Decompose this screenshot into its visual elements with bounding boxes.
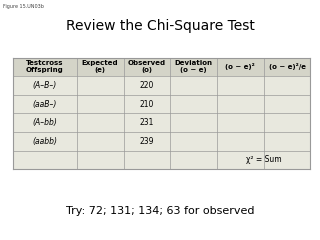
Bar [77,76,124,95]
Text: (o − e)²/e: (o − e)²/e [268,63,306,70]
Bar [170,113,217,132]
Text: Observed
(o): Observed (o) [128,60,166,73]
Bar [77,132,124,151]
Bar [170,76,217,95]
Bar [217,95,264,113]
Text: Testcross
Offspring: Testcross Offspring [26,60,64,73]
Bar [77,95,124,113]
Bar [13,132,77,151]
Bar [264,132,310,151]
Bar [217,58,264,76]
Text: Deviation
(o − e): Deviation (o − e) [175,60,212,73]
Text: Try: 72; 131; 134; 63 for observed: Try: 72; 131; 134; 63 for observed [66,206,254,216]
Bar [13,76,77,95]
Bar [124,76,170,95]
Bar [77,151,124,169]
Bar [124,151,170,169]
Bar [217,132,264,151]
Bar [264,95,310,113]
Text: χ² = Sum: χ² = Sum [246,156,282,164]
Bar [264,76,310,95]
Bar [13,113,77,132]
Bar [264,58,310,76]
Bar [13,151,77,169]
Bar [217,113,264,132]
Text: (A–B–): (A–B–) [33,81,57,90]
Text: Expected
(e): Expected (e) [82,60,118,73]
Bar [77,113,124,132]
Text: (aabb): (aabb) [32,137,57,146]
Bar [124,95,170,113]
Bar [170,132,217,151]
Bar [217,151,310,169]
Bar [77,58,124,76]
Bar [124,132,170,151]
Text: Figure 15.UN03b: Figure 15.UN03b [3,4,44,9]
Bar [170,58,217,76]
Text: Review the Chi-Square Test: Review the Chi-Square Test [66,19,254,33]
Text: (o − e)²: (o − e)² [226,63,255,70]
Text: 220: 220 [140,81,154,90]
Text: (A–bb): (A–bb) [32,118,57,127]
Bar [124,58,170,76]
Text: 231: 231 [140,118,154,127]
Text: 239: 239 [140,137,154,146]
Bar [264,113,310,132]
Bar [170,95,217,113]
Bar [170,151,217,169]
Text: (aaB–): (aaB–) [33,100,57,108]
Bar [124,113,170,132]
Bar [13,95,77,113]
Bar [13,58,77,76]
Bar [217,76,264,95]
Text: 210: 210 [140,100,154,108]
